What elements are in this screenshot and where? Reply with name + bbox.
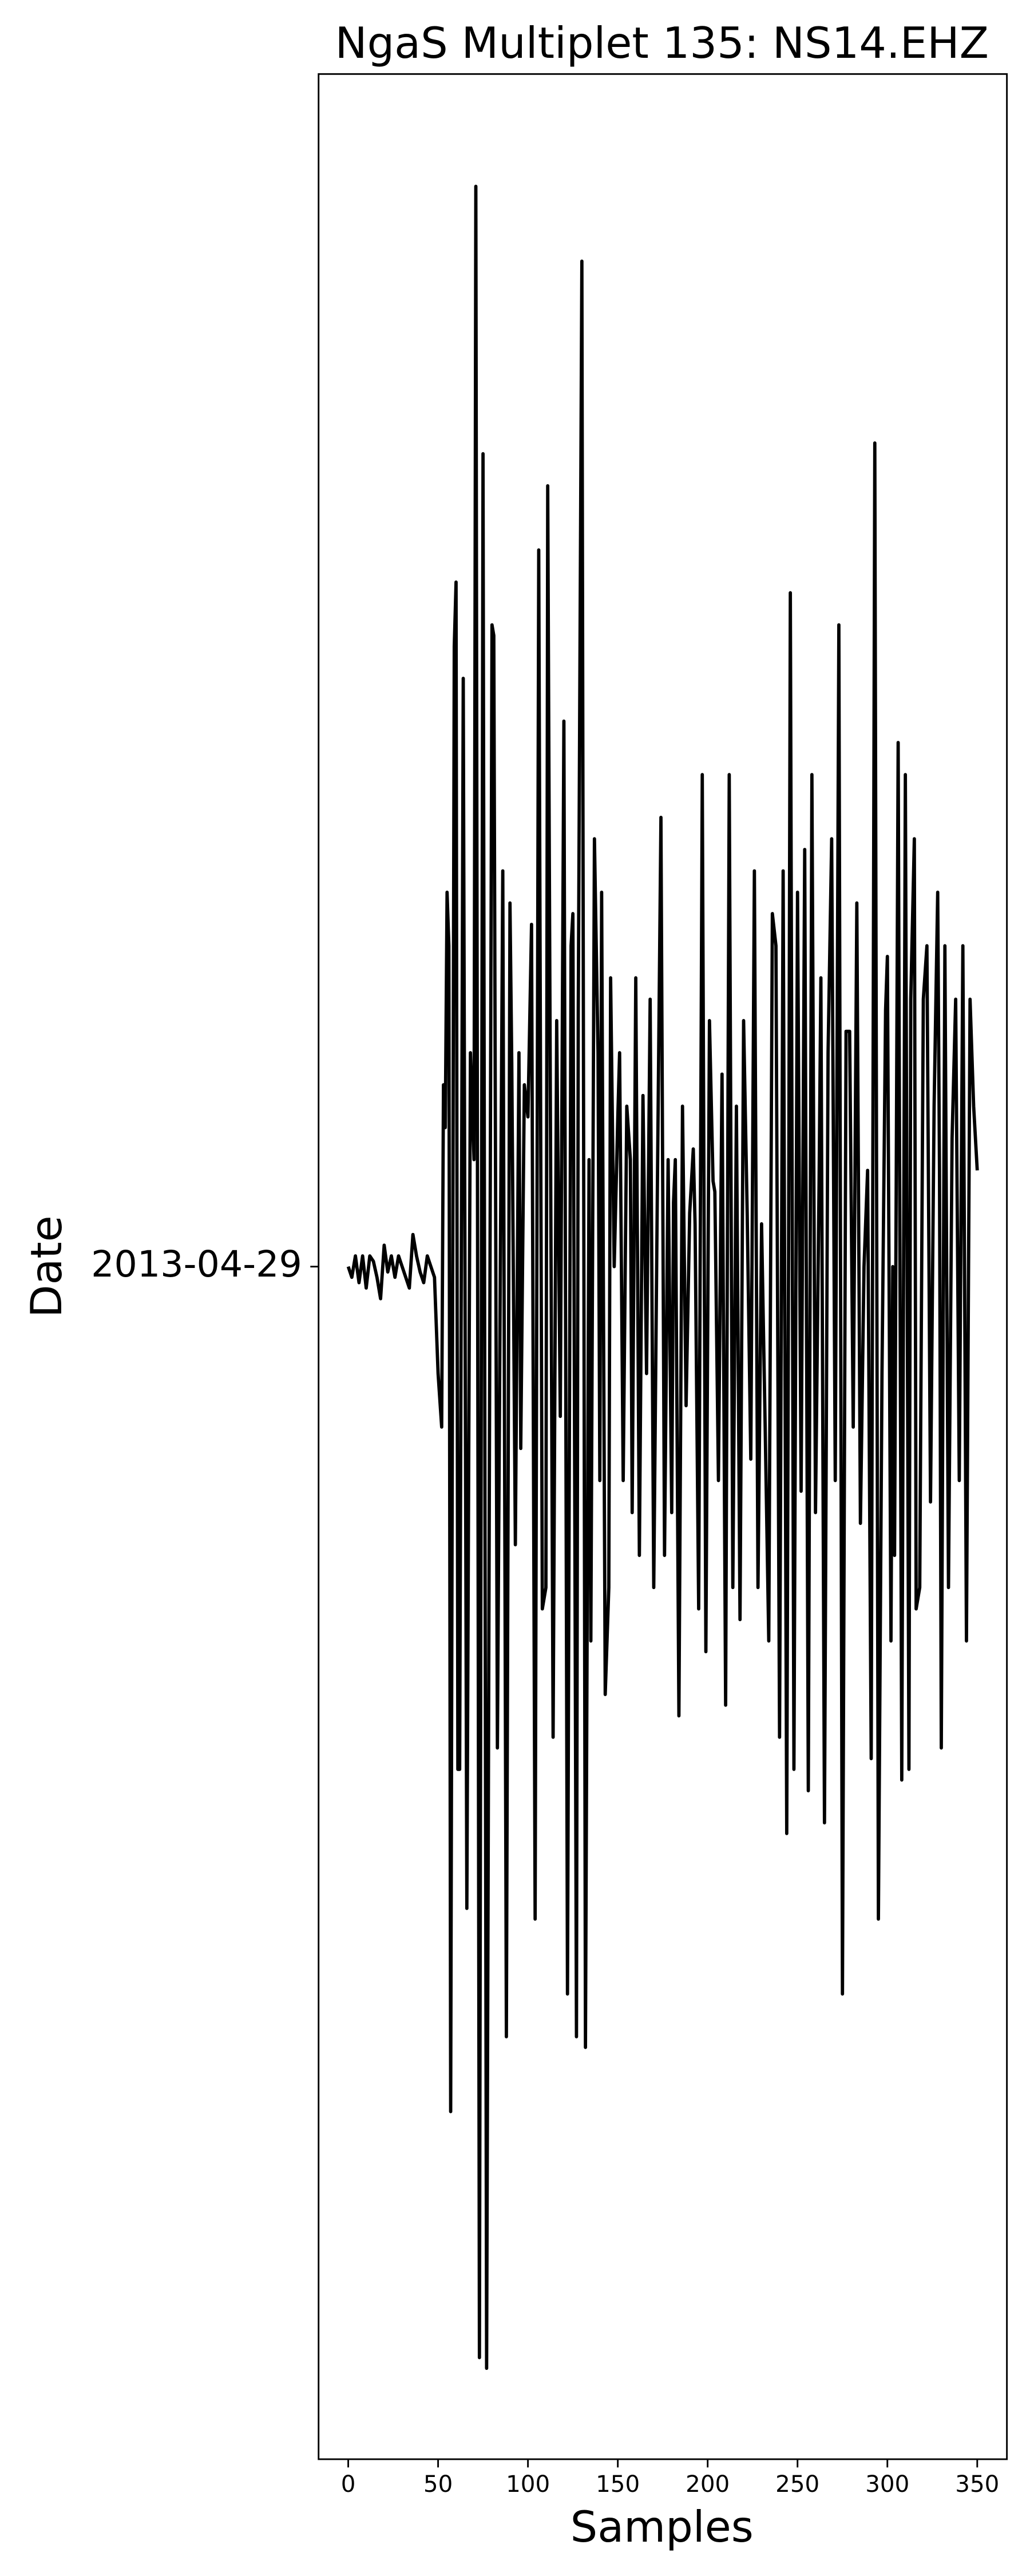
x-tick-label: 150: [596, 2471, 640, 2498]
x-tick-label: 200: [686, 2471, 730, 2498]
x-tick-label: 250: [775, 2471, 819, 2498]
y-axis-label: Date: [22, 1215, 72, 1318]
x-tick-label: 350: [955, 2471, 999, 2498]
x-tick-label: 100: [506, 2471, 550, 2498]
x-axis-label: Samples: [571, 2502, 754, 2552]
chart-title: NgaS Multiplet 135: NS14.EHZ: [335, 18, 988, 68]
x-tick-label: 0: [341, 2471, 356, 2498]
waveform-line: [346, 184, 979, 2370]
x-tick-label: 300: [865, 2471, 909, 2498]
x-tick-label: 50: [423, 2471, 453, 2498]
y-tick-label: 2013-04-29: [91, 1243, 302, 1285]
